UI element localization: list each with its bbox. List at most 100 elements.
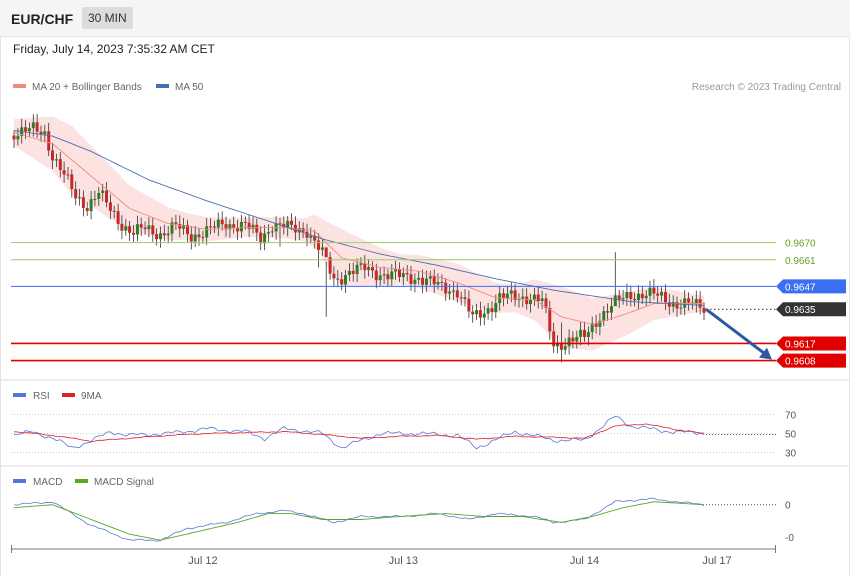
candle-body — [220, 219, 224, 225]
candle-body — [694, 299, 698, 305]
rsi-legend-swatch — [13, 393, 26, 397]
rsi-level-label: 70 — [785, 411, 797, 422]
candle-body — [108, 202, 112, 211]
rsi-level-label: 50 — [785, 430, 797, 441]
candle-body — [660, 292, 664, 296]
candle-body — [74, 189, 78, 199]
candle-body — [120, 223, 124, 231]
candle-body — [409, 274, 413, 284]
macd-signal-line — [13, 501, 705, 541]
candle-body — [371, 267, 374, 271]
candle-body — [197, 234, 201, 238]
candle-body — [644, 295, 648, 299]
candle-body — [320, 247, 324, 250]
header-bar: EUR/CHF 30 MIN — [0, 0, 850, 37]
candle-body — [286, 220, 290, 228]
candle-body — [556, 342, 559, 347]
candle-body — [201, 237, 205, 239]
candle-body — [382, 274, 386, 276]
candle-body — [58, 159, 62, 170]
candle-body — [652, 287, 656, 294]
candle-body — [347, 270, 351, 275]
candle-body — [178, 224, 182, 229]
rsi-legend: RSI 9MA — [13, 391, 102, 402]
candle-body — [525, 296, 529, 305]
ma50-legend-label: MA 50 — [175, 82, 204, 93]
candle-body — [359, 263, 363, 265]
candle-body — [486, 308, 490, 314]
candle-body — [702, 307, 706, 313]
candle-body — [571, 337, 575, 342]
candle-body — [552, 331, 556, 347]
candle-body — [224, 224, 228, 230]
candle-body — [147, 225, 151, 230]
candle-body — [39, 131, 43, 134]
candle-body — [66, 174, 70, 176]
candle-body — [390, 271, 394, 280]
macd-plot: 0 -0 — [13, 497, 794, 544]
candle-body — [54, 159, 58, 161]
candle-body — [440, 282, 444, 283]
timestamp: Friday, July 14, 2023 7:35:32 AM CET — [13, 42, 215, 56]
candle-body — [563, 346, 567, 350]
candle-body — [151, 225, 155, 235]
candle-body — [637, 293, 640, 301]
candle-body — [679, 307, 683, 309]
candle-body — [667, 302, 671, 307]
candle-body — [513, 290, 517, 300]
candle-body — [24, 127, 28, 132]
candle-body — [505, 293, 509, 299]
candle-body — [247, 222, 251, 229]
candle-body — [340, 279, 344, 285]
candle-body — [398, 269, 401, 277]
pivot-level-09647-tag — [776, 279, 846, 294]
candle-body — [112, 210, 116, 212]
candle-body — [509, 290, 513, 294]
rsi-legend-label: RSI — [33, 391, 50, 402]
candle-body — [12, 135, 16, 140]
candle-body — [93, 198, 97, 200]
candle-body — [536, 294, 540, 302]
candle-body — [517, 299, 521, 301]
candle-body — [166, 233, 170, 236]
instrument-title: EUR/CHF — [11, 11, 74, 27]
candle-body — [324, 247, 328, 258]
candle-body — [455, 290, 459, 298]
candle-body — [405, 273, 409, 275]
candle-body — [459, 297, 463, 299]
timeframe-badge[interactable]: 30 MIN — [82, 7, 133, 29]
price-plot — [12, 114, 706, 363]
bollinger-band-area — [14, 116, 704, 351]
candle-body — [313, 235, 317, 241]
candle-body — [629, 292, 633, 299]
time-axis-tick-label: Jul 12 — [188, 555, 217, 567]
candle-body — [47, 131, 51, 151]
candle-body — [31, 122, 35, 129]
candle-body — [602, 311, 606, 321]
candle-body — [448, 291, 452, 294]
candle-body — [189, 234, 193, 242]
credit-text: Research © 2023 Trading Central — [692, 82, 841, 93]
candle-body — [559, 342, 563, 350]
candle-body — [81, 197, 85, 208]
candle-body — [529, 299, 532, 305]
ma20-legend-swatch — [13, 84, 26, 88]
candle-body — [35, 122, 39, 132]
candle-body — [270, 231, 274, 233]
candle-body — [417, 277, 421, 280]
candle-body — [475, 310, 479, 315]
rsi-plot: 70 50 30 — [11, 411, 797, 460]
candle-body — [594, 323, 598, 327]
resistance-level-09661-label: 0.9661 — [785, 256, 816, 267]
candle-body — [490, 308, 494, 313]
candle-body — [671, 302, 675, 307]
candle-body — [51, 150, 54, 161]
candle-body — [687, 298, 691, 303]
candle-body — [494, 303, 498, 313]
candle-body — [432, 276, 436, 285]
candle-body — [243, 221, 247, 223]
candle-body — [266, 232, 270, 234]
ma20-legend-label: MA 20 + Bollinger Bands — [32, 82, 142, 93]
pivot-level-09647-label: 0.9647 — [785, 282, 816, 293]
